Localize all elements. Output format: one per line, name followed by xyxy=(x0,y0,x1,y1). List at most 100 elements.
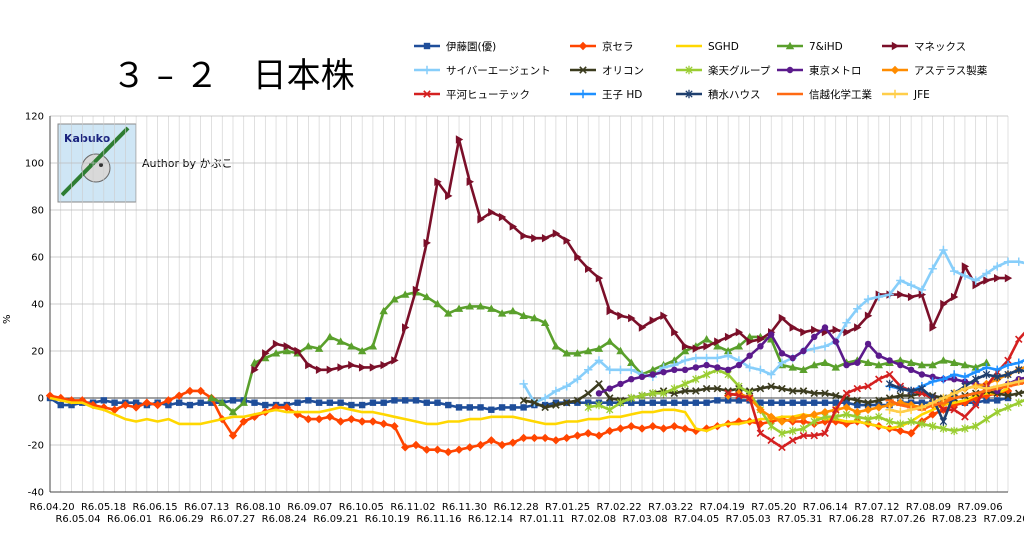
legend-marker xyxy=(786,66,794,74)
legend-item: 伊藤園(優) xyxy=(414,40,496,53)
chart-title: ３ – ２ 日本株 xyxy=(112,56,355,96)
data-point xyxy=(325,412,335,421)
x-tick-label: R7.08.09 xyxy=(906,502,951,513)
series-line xyxy=(49,396,1009,412)
legend-label: 東京メトロ xyxy=(809,64,862,77)
data-point xyxy=(906,405,916,414)
data-point xyxy=(864,398,872,407)
data-point xyxy=(896,398,905,407)
data-point xyxy=(196,386,205,396)
data-point xyxy=(304,342,313,350)
data-point xyxy=(832,399,839,406)
data-point xyxy=(671,366,678,373)
data-point xyxy=(799,387,808,395)
data-point xyxy=(121,400,130,410)
data-point xyxy=(411,440,421,450)
data-point xyxy=(799,431,808,440)
data-point xyxy=(832,391,840,400)
data-point xyxy=(896,356,905,364)
data-point xyxy=(994,273,1002,283)
data-point xyxy=(788,414,797,424)
data-point xyxy=(358,401,366,409)
data-point xyxy=(315,399,323,406)
data-point xyxy=(1004,356,1012,365)
data-point xyxy=(713,353,722,363)
data-point xyxy=(218,398,227,406)
data-point xyxy=(800,347,807,355)
data-point xyxy=(918,384,926,393)
data-point xyxy=(573,431,582,440)
x-tick-label: R6.04.20 xyxy=(29,502,74,513)
data-point xyxy=(746,352,753,359)
data-point xyxy=(939,405,948,414)
data-point xyxy=(1014,389,1023,398)
legend-item: 京セラ xyxy=(570,40,634,53)
data-point xyxy=(541,403,549,412)
data-point xyxy=(326,399,334,406)
data-point xyxy=(540,433,550,443)
data-point xyxy=(594,344,604,352)
data-point xyxy=(519,311,528,319)
data-point xyxy=(714,397,721,404)
data-point xyxy=(972,422,980,431)
data-point xyxy=(896,426,905,436)
data-point xyxy=(616,365,625,374)
legend-item: 7&iHD xyxy=(777,41,843,53)
data-point xyxy=(208,399,215,406)
data-point xyxy=(983,276,991,285)
data-point xyxy=(939,424,948,433)
data-point xyxy=(897,290,905,299)
data-point xyxy=(197,399,204,406)
data-point xyxy=(454,445,464,454)
data-point xyxy=(821,399,829,406)
x-tick-label: R7.09.06 xyxy=(957,502,1002,513)
data-point xyxy=(724,332,733,342)
data-point xyxy=(702,370,711,379)
x-tick-label: R6.09.21 xyxy=(313,514,358,525)
data-point xyxy=(864,382,872,391)
data-point xyxy=(455,135,464,144)
data-point xyxy=(929,373,936,381)
data-point xyxy=(314,344,324,352)
data-point xyxy=(853,384,862,393)
data-point xyxy=(562,382,571,391)
data-point xyxy=(821,429,829,438)
data-point xyxy=(594,431,604,440)
data-point xyxy=(562,349,571,357)
data-point xyxy=(799,365,808,373)
data-point xyxy=(627,358,636,366)
data-point xyxy=(606,306,614,316)
data-point xyxy=(670,384,678,393)
data-point xyxy=(939,245,948,255)
data-point xyxy=(412,285,421,295)
data-point xyxy=(68,401,75,409)
data-point xyxy=(681,366,689,373)
data-point xyxy=(531,234,539,243)
data-point xyxy=(960,384,970,393)
legend-marker xyxy=(423,90,431,98)
data-point xyxy=(960,360,970,369)
x-tick-label: R7.04.05 xyxy=(674,514,719,525)
data-point xyxy=(368,417,378,426)
data-point xyxy=(660,399,667,406)
data-point xyxy=(842,410,851,419)
data-point xyxy=(864,340,872,348)
data-point xyxy=(863,405,873,414)
data-point xyxy=(692,387,700,395)
data-point xyxy=(111,399,118,406)
data-point xyxy=(939,375,948,384)
data-point xyxy=(605,426,614,436)
legend-label: SGHD xyxy=(708,41,739,53)
data-point xyxy=(110,405,119,414)
data-point xyxy=(778,384,786,393)
y-tick-label: -40 xyxy=(28,488,44,499)
data-point xyxy=(788,436,797,445)
data-point xyxy=(928,264,937,273)
data-point xyxy=(864,401,872,409)
data-point xyxy=(551,436,561,445)
data-point xyxy=(563,236,571,245)
data-point xyxy=(466,404,473,411)
x-tick-label: R7.03.08 xyxy=(623,514,668,525)
data-point xyxy=(917,285,927,295)
data-point xyxy=(723,351,733,360)
